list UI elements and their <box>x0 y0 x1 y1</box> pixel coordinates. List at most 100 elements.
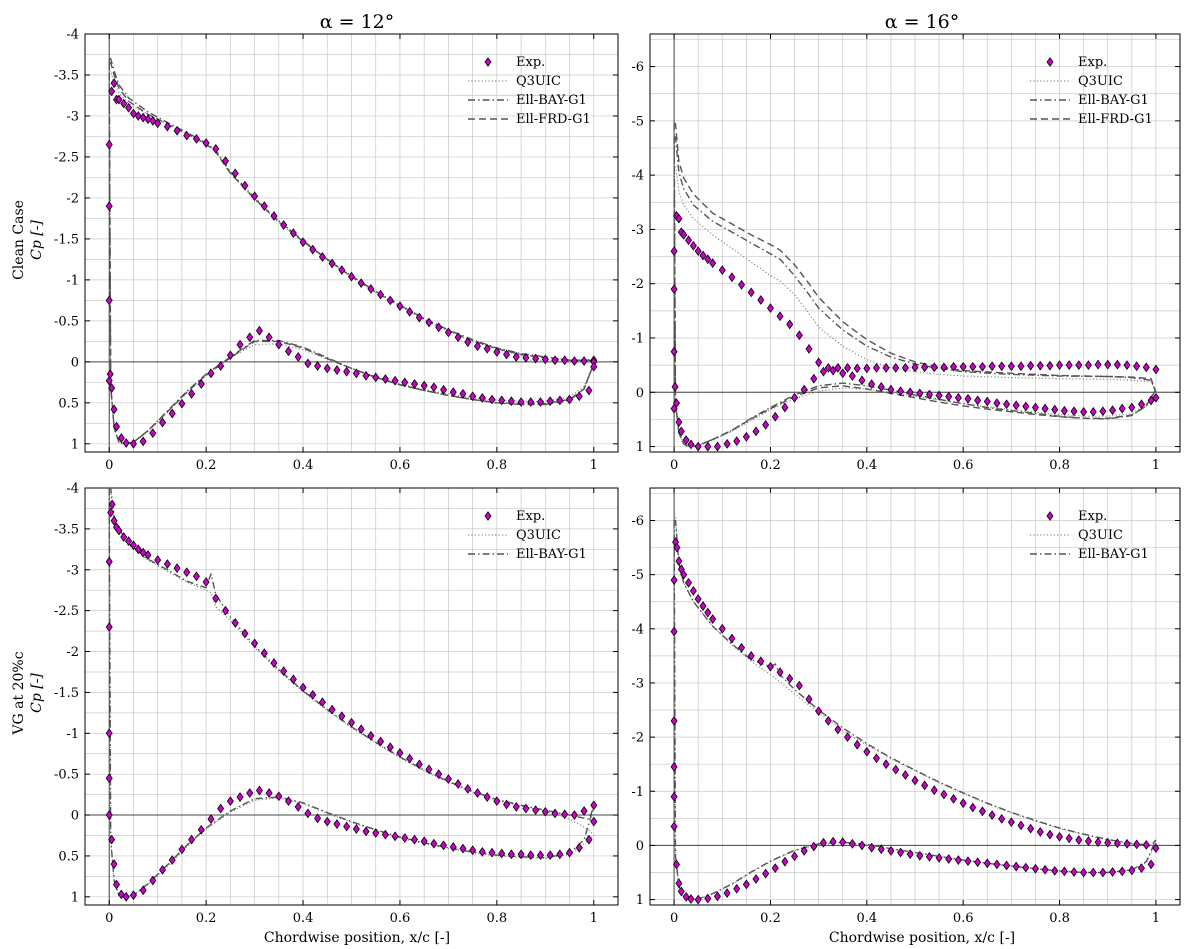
exp-marker <box>120 532 128 542</box>
exp-marker <box>415 312 423 323</box>
grid <box>649 34 1181 452</box>
exp-marker <box>1084 360 1092 371</box>
exp-marker <box>159 417 167 428</box>
exp-marker <box>309 689 317 700</box>
exp-marker <box>771 411 779 422</box>
exp-marker <box>449 387 457 398</box>
exp-marker <box>1137 863 1145 874</box>
exp-markers <box>105 499 598 902</box>
exp-marker <box>742 879 750 890</box>
exp-marker <box>810 373 818 384</box>
exp-marker <box>333 819 341 829</box>
exp-marker <box>401 833 409 843</box>
exp-marker <box>117 433 125 443</box>
exp-marker <box>1007 817 1015 828</box>
exp-marker <box>762 868 770 879</box>
exp-marker <box>940 362 948 373</box>
y-tick-label: 0.5 <box>58 396 79 411</box>
exp-marker <box>954 392 962 403</box>
x-tick-label: 0 <box>670 458 678 473</box>
exp-marker <box>473 788 481 798</box>
exp-marker <box>1060 405 1068 416</box>
exp-marker <box>800 845 808 856</box>
exp-marker <box>757 656 765 667</box>
exp-marker <box>897 386 905 397</box>
y-tick-label: -3 <box>631 676 644 691</box>
exp-marker <box>959 798 967 809</box>
exp-marker <box>343 366 351 377</box>
exp-marker <box>1075 835 1083 845</box>
legend-label: Q3UIC <box>516 528 561 543</box>
exp-marker <box>911 362 919 373</box>
legend-label: Q3UIC <box>1078 528 1123 543</box>
exp-marker <box>377 736 385 747</box>
exp-marker <box>396 301 404 311</box>
exp-marker <box>670 246 678 257</box>
legend-label: Q3UIC <box>516 74 561 89</box>
exp-marker <box>299 237 307 248</box>
exp-marker <box>868 842 876 853</box>
exp-marker <box>192 134 200 144</box>
chart-panel: 0 0.2 0.4 0.6 0.8 1 -6 -5 -4 -3 -2 -1 0 1 Exp. Q3UIC Ell… <box>631 487 1181 926</box>
exp-marker <box>108 834 116 845</box>
exp-marker <box>1142 362 1150 373</box>
exp-marker <box>192 571 200 582</box>
exp-marker <box>299 682 307 693</box>
exp-marker <box>1046 829 1054 840</box>
exp-marker <box>348 717 355 728</box>
exp-marker <box>323 816 331 827</box>
exp-marker <box>285 796 293 807</box>
exp-marker <box>728 633 736 644</box>
legend: Exp. Q3UIC Ell-BAY-G1 <box>468 509 587 562</box>
y-tick-label: -1 <box>631 785 644 800</box>
exp-marker <box>406 306 414 317</box>
exp-marker <box>551 355 559 366</box>
exp-marker <box>401 377 409 388</box>
exp-marker <box>105 201 113 212</box>
exp-marker <box>105 728 113 739</box>
exp-marker <box>916 850 924 861</box>
legend: Exp. Q3UIC Ell-BAY-G1 <box>1030 509 1149 562</box>
exp-marker <box>163 121 171 132</box>
exp-marker <box>670 346 678 357</box>
exp-marker <box>1046 360 1054 371</box>
exp-marker <box>815 357 823 368</box>
exp-marker <box>738 279 746 290</box>
exp-marker <box>1133 361 1141 372</box>
exp-marker <box>673 859 680 870</box>
exp-marker <box>512 801 520 812</box>
exp-marker <box>590 816 598 827</box>
x-tick-label: 0.2 <box>760 911 781 926</box>
exp-marker <box>105 295 113 306</box>
exp-marker <box>829 836 837 847</box>
exp-marker <box>357 724 365 735</box>
exp-marker <box>323 363 331 374</box>
exp-marker <box>689 240 697 251</box>
exp-marker <box>289 674 297 685</box>
exp-marker <box>590 361 598 372</box>
exp-marker <box>911 775 919 786</box>
exp-marker <box>988 361 996 372</box>
exp-marker <box>901 770 909 780</box>
exp-marker <box>386 295 394 306</box>
exp-marker <box>226 350 234 361</box>
exp-marker <box>1070 867 1078 877</box>
exp-marker <box>105 556 113 567</box>
exp-marker <box>1017 361 1025 372</box>
exp-marker <box>507 849 515 860</box>
exp-marker <box>694 894 702 905</box>
exp-marker <box>757 295 765 305</box>
exp-marker <box>1036 827 1044 837</box>
exp-marker <box>197 379 205 389</box>
y-tick-label: -2 <box>631 277 644 292</box>
exp-marker <box>954 855 962 865</box>
exp-marker <box>575 391 583 402</box>
exp-marker <box>906 387 914 398</box>
y-tick-label: -2.5 <box>54 604 79 619</box>
exp-marker <box>435 322 443 333</box>
exp-marker <box>742 431 750 442</box>
exp-marker <box>478 846 486 857</box>
exp-marker <box>585 834 593 845</box>
exp-marker <box>391 375 399 386</box>
exp-marker <box>144 114 152 125</box>
